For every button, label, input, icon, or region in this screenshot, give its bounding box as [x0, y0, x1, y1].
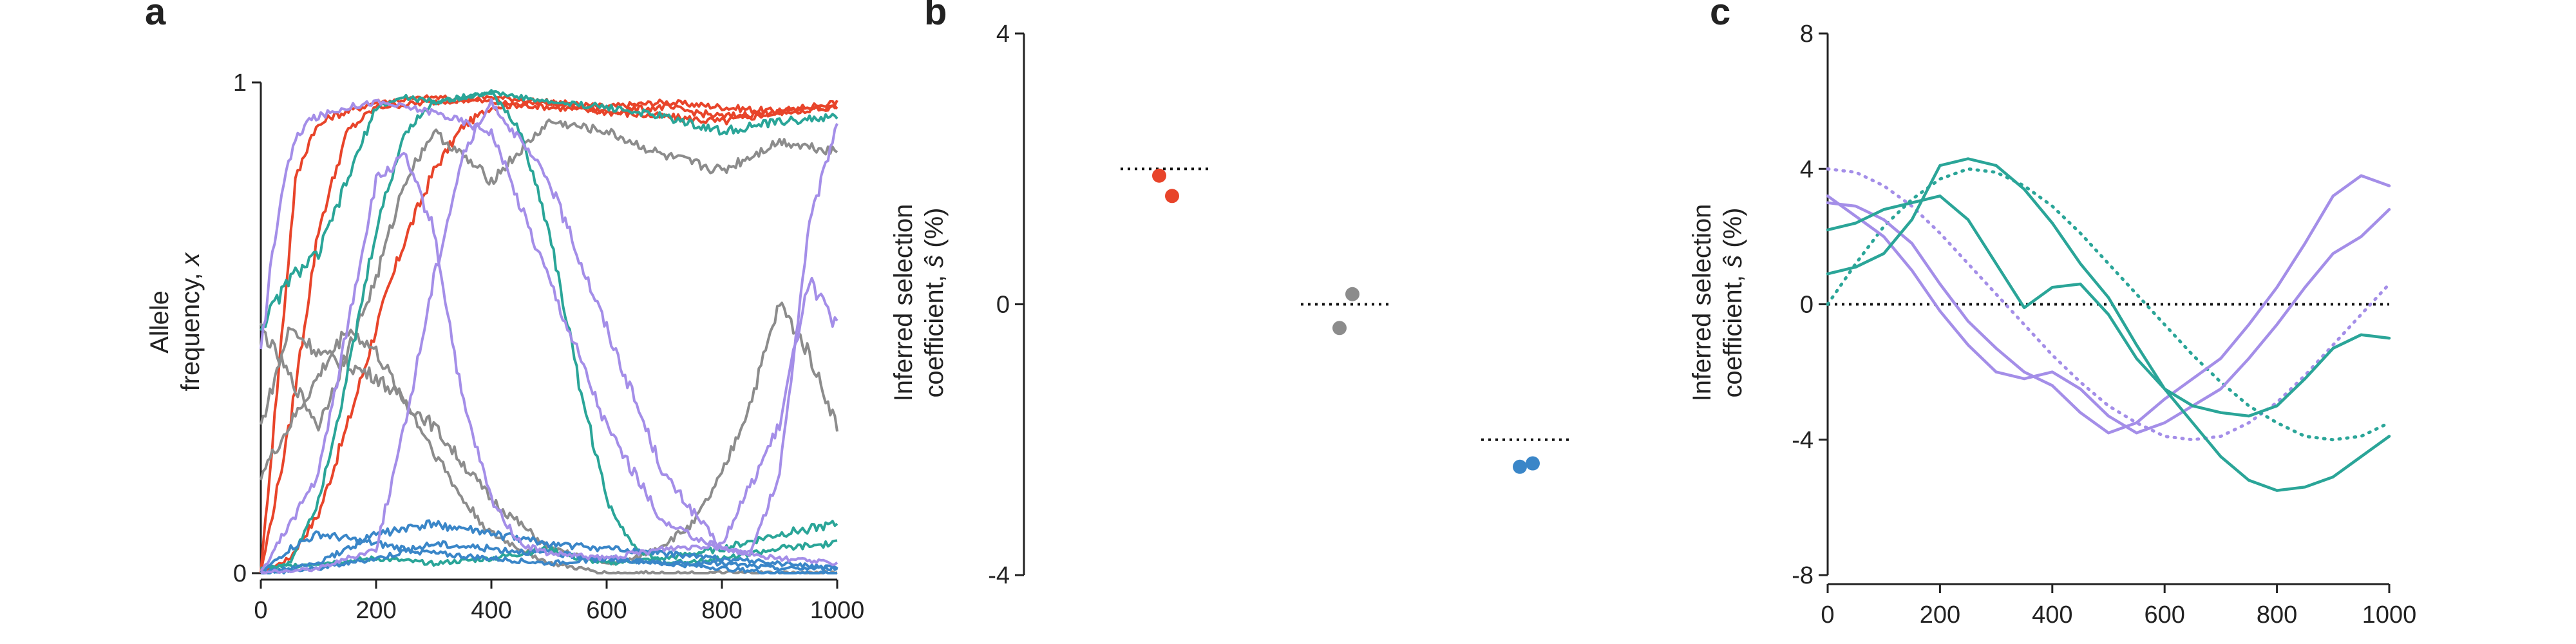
panel-c-x-tick-label: 400: [2032, 601, 2072, 629]
panel-c-x-tick-label: 600: [2144, 601, 2184, 629]
panel-c-y-tick-label: 8: [1800, 21, 1814, 48]
panel-a-y-axis-label-line1: Allele: [146, 290, 174, 354]
panel-c-y-tick-label: -4: [1792, 427, 1814, 454]
panel-a-y-tick-label: 1: [233, 70, 247, 97]
panel-a-x-tick-label: 400: [471, 597, 511, 624]
panel-b-letter: b: [924, 0, 947, 33]
panel-a-trajectory-purple: [260, 151, 838, 573]
panel-c-y-axis-label: Inferred selection coefficient, ŝ (%): [1688, 204, 1747, 402]
panel-a-y-axis-label-line2: frequency, x: [176, 252, 205, 392]
panel-c-y-axis-label-line2: coefficient, ŝ (%): [1719, 208, 1747, 398]
panel-c-x-tick-label: 200: [1920, 601, 1960, 629]
panel-a-x-tick-label: 800: [701, 597, 742, 624]
panel-b-point-red: [1165, 189, 1179, 204]
panel-c-solid-series-teal: [1826, 157, 2391, 492]
panel-a-trajectory-red: [260, 95, 838, 574]
panel-c-solid-series-teal: [1826, 194, 2391, 418]
panel-a-y-axis-label-variable: x: [176, 252, 205, 267]
panel-a-trajectory-gray: [260, 301, 838, 565]
panel-b-y-tick-label: -4: [988, 562, 1010, 589]
panel-b-y-tick-label: 0: [996, 292, 1010, 319]
panel-c-y-tick-label: 4: [1800, 156, 1814, 183]
panel-a-letter: a: [145, 0, 166, 33]
panel-c-x-tick-label: 0: [1821, 601, 1834, 629]
panel-b-y-axis-label-line1: Inferred selection: [889, 204, 918, 402]
panel-c-y-axis-label-line1: Inferred selection: [1688, 204, 1716, 402]
panel-c-y-axis-label-variable: ŝ: [1719, 255, 1747, 268]
panel-a-x-tick-label: 600: [586, 597, 627, 624]
panel-b-point-gray: [1345, 287, 1359, 301]
panel-c-y-tick-label: -8: [1792, 562, 1814, 589]
panel-c-x-tick-label: 800: [2257, 601, 2297, 629]
panel-b-point-gray: [1332, 321, 1347, 336]
panel-b: b 4 0 -4 Inferred selection coefficient, ŝ (…: [889, 0, 1571, 589]
panel-b-y-tick-label: 4: [996, 21, 1010, 48]
panel-a-y-axis-label-line2-text: frequency,: [176, 266, 205, 392]
panel-b-y-axis-label-line2: coefficient, ŝ (%): [920, 208, 949, 398]
panel-c-y-axis-label-line2-text: coefficient,: [1719, 268, 1747, 398]
panel-a-trajectory-teal: [260, 90, 838, 574]
panel-b-point-blue: [1526, 456, 1540, 471]
panel-c-dotted-series-purple: [1826, 167, 2391, 442]
panel-a-y-tick-label: 0: [233, 560, 247, 587]
panel-c-y-tick-label: 0: [1800, 292, 1814, 319]
panel-c: c 8 4 0 -4 -8 0 200 400 600 800 1000 Inferred selec…: [1688, 0, 2416, 629]
panel-b-y-axis-label: Inferred selection coefficient, ŝ (%): [889, 204, 949, 402]
panel-c-dotted-series-teal: [1826, 167, 2391, 442]
panel-c-letter: c: [1710, 0, 1730, 33]
panel-a-x-tick-label: 0: [254, 597, 267, 624]
panel-b-point-blue: [1513, 459, 1527, 474]
panel-c-solid-series-purple: [1826, 174, 2391, 435]
panel-a-x-tick-label: 1000: [810, 597, 865, 624]
panel-c-solid-series-purple: [1826, 194, 2391, 435]
panel-b-point-red: [1152, 168, 1166, 183]
panel-a-trajectory-blue: [261, 540, 838, 574]
panel-a-trajectory-blue: [260, 530, 837, 574]
panel-b-y-axis-label-suffix: (%): [920, 208, 949, 255]
panel-b-y-axis-label-variable: ŝ: [920, 255, 949, 268]
panel-a: a 0 1 0 200 400 600 800 1000 Allele frequency, x: [145, 0, 864, 624]
panel-b-y-axis-label-line2-text: coefficient,: [920, 268, 949, 398]
panel-a-y-axis-label: Allele frequency, x: [146, 252, 205, 392]
panel-c-x-tick-label: 1000: [2362, 601, 2417, 629]
panel-c-y-axis-label-suffix: (%): [1719, 208, 1747, 255]
panel-a-x-tick-label: 200: [355, 597, 396, 624]
panel-a-trajectory-purple: [260, 98, 838, 574]
panel-a-trajectory-purple: [260, 99, 838, 567]
